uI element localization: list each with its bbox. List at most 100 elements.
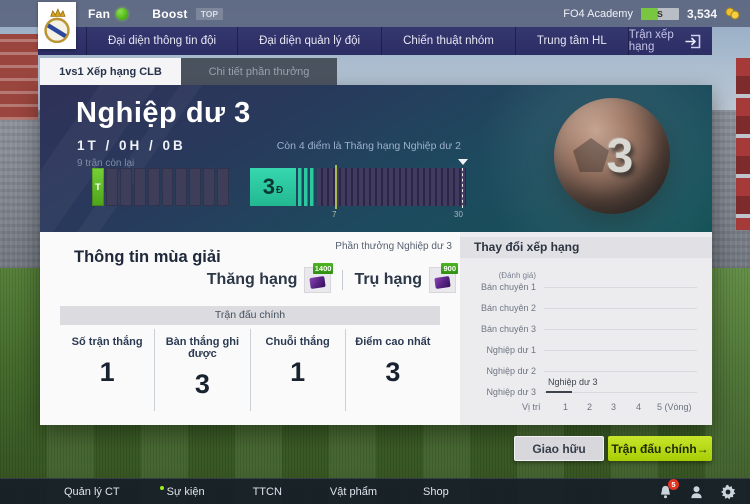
main-match-header: Trận đấu chính xyxy=(60,306,440,325)
rank-change-panel: Thay đổi xếp hạng (Đánh giá) Bán chuyên … xyxy=(460,232,712,425)
real-madrid-crest-icon xyxy=(44,7,70,43)
coin-icon xyxy=(725,7,740,20)
stat-value: 3 xyxy=(194,369,210,399)
season-info-panel: Thông tin mùa giải Phần thưởng Nghiệp dư… xyxy=(40,232,460,425)
empty-segment xyxy=(133,168,146,206)
rank-points-progress-bar: 3 Đ 7 30 xyxy=(250,159,468,219)
stat-value: 1 xyxy=(290,357,306,387)
y-axis-label: Bán chuyên 1 xyxy=(480,282,536,292)
ranking-card: Nghiệp dư 3 1T / 0H / 0B 9 trận còn lại … xyxy=(40,85,712,425)
stat-value: 3 xyxy=(385,357,401,387)
main-nav-bar: Đại diện thông tin đội Đại diện quản lý … xyxy=(38,27,712,55)
notification-count-badge: 5 xyxy=(668,478,679,490)
hero-streak-decor xyxy=(40,85,171,232)
match-result-bar: T xyxy=(92,168,230,206)
enter-arrow-icon xyxy=(684,32,703,51)
bottom-item-items[interactable]: Vật phẩm xyxy=(329,485,377,498)
threshold-tick-label: 7 xyxy=(332,210,337,219)
ball-pentagon-decor xyxy=(573,138,609,172)
empty-segment xyxy=(189,168,202,206)
y-axis-label: Bán chuyên 2 xyxy=(480,303,536,313)
bottom-nav-bar: Quản lý CT Sự kiện TTCN Vật phẩm Shop 5 xyxy=(0,478,750,504)
empty-segment xyxy=(217,168,230,206)
x-axis-label: 4 xyxy=(636,402,642,412)
main-match-button[interactable]: Trận đấu chính→ xyxy=(608,436,712,461)
bottom-item-transfer-market[interactable]: TTCN xyxy=(252,485,282,498)
stat-wins: Số trận thắng 1 xyxy=(60,329,154,411)
bottom-item-events-label: Sự kiện xyxy=(166,485,205,498)
chart-gridline xyxy=(544,350,697,351)
points-stripes xyxy=(298,168,315,206)
win-segment: T xyxy=(92,168,104,206)
stay-reward-value: 900 xyxy=(441,263,458,274)
stat-value: 1 xyxy=(99,357,115,387)
stadium-building-background xyxy=(0,34,38,120)
nav-item-team-management[interactable]: Đại diện quản lý đội xyxy=(238,27,383,55)
friendly-match-button[interactable]: Giao hữu xyxy=(514,436,604,461)
currency-area: FO4 Academy S 3,534 xyxy=(563,7,750,21)
academy-label[interactable]: FO4 Academy xyxy=(563,7,633,20)
stat-highest-points: Điểm cao nhất 3 xyxy=(344,329,440,411)
y-axis-label: Nghiệp dư 1 xyxy=(486,345,536,355)
nav-item-team-info[interactable]: Đại diện thông tin đội xyxy=(86,27,239,55)
empty-segment xyxy=(119,168,132,206)
nav-item-training-center[interactable]: Trung tâm HL xyxy=(516,27,629,55)
points-value: 3 xyxy=(262,174,275,199)
x-axis-label: Vị trí xyxy=(522,402,541,412)
y-axis-label: Bán chuyên 3 xyxy=(480,324,536,334)
settings-gear-icon[interactable] xyxy=(720,484,736,500)
bar-end-marker xyxy=(458,159,468,208)
promotion-hint: Còn 4 điểm là Thăng hạng Nghiệp dư 2 xyxy=(276,140,461,152)
nav-item-squad-tactics[interactable]: Chiến thuật nhóm xyxy=(382,27,516,55)
bottom-item-events[interactable]: Sự kiện xyxy=(159,485,205,498)
stadium-flag-banner xyxy=(736,58,750,230)
points-unit: Đ xyxy=(276,184,284,196)
rank-title: Nghiệp dư 3 xyxy=(76,97,251,129)
current-rank-label: Nghiệp dư 3 xyxy=(548,377,598,387)
x-axis-label: 5 (Vòng) xyxy=(657,402,692,412)
stat-label: Số trận thắng xyxy=(71,336,143,348)
stay-reward-item-icon[interactable]: 900 xyxy=(429,263,458,293)
tab-1vs1-club-ranking[interactable]: 1vs1 Xếp hạng CLB xyxy=(40,58,181,85)
stat-goals: Bàn thắng ghi được 3 xyxy=(154,329,249,411)
bar-end-label: 30 xyxy=(454,210,463,219)
win-draw-loss-record: 1T / 0H / 0B xyxy=(77,138,186,153)
bottom-item-manager[interactable]: Quản lý CT xyxy=(64,485,120,498)
coin-balance: 3,534 xyxy=(686,6,717,21)
top-status-bar: Fan Boost TOP FO4 Academy S 3,534 xyxy=(0,0,750,27)
fan-label[interactable]: Fan xyxy=(88,6,111,21)
tab-reward-details[interactable]: Chi tiết phần thưởng xyxy=(181,58,337,85)
nav-current-ranked-match[interactable]: Trận xếp hạng xyxy=(629,29,712,53)
stat-label: Bàn thắng ghi được xyxy=(165,336,240,360)
promotion-reward-item-icon[interactable]: 1400 xyxy=(304,263,334,293)
academy-grade-letter: S xyxy=(657,8,663,19)
remaining-stripes xyxy=(317,168,466,206)
reward-gem-icon xyxy=(309,276,327,289)
profile-person-icon[interactable] xyxy=(689,484,704,500)
reward-caption: Phần thưởng Nghiệp dư 3 xyxy=(335,241,452,252)
x-axis-label: 2 xyxy=(587,402,593,412)
bronze-rank-ball: 3 xyxy=(554,98,670,214)
club-crest-logo[interactable] xyxy=(38,2,76,49)
event-notification-dot xyxy=(159,485,164,490)
empty-segment xyxy=(203,168,216,206)
rank-hero-section: Nghiệp dư 3 1T / 0H / 0B 9 trận còn lại … xyxy=(40,85,712,232)
promotion-reward-value: 1400 xyxy=(312,263,334,274)
bottom-icon-group: 5 xyxy=(658,478,750,500)
empty-segment xyxy=(161,168,174,206)
chart-gridline xyxy=(544,392,697,393)
matches-remaining: 9 trận còn lại xyxy=(77,158,135,169)
points-block: 3 Đ xyxy=(250,168,296,206)
rewards-row: Thăng hạng 1400 Trụ hạng 900 xyxy=(207,263,458,295)
chart-gridline xyxy=(544,308,697,309)
empty-segment xyxy=(175,168,188,206)
reward-gem-icon xyxy=(434,276,451,289)
boost-top-badge: TOP xyxy=(195,7,224,20)
fan-icon xyxy=(116,7,129,20)
boost-label[interactable]: Boost xyxy=(152,6,188,21)
bottom-item-shop[interactable]: Shop xyxy=(423,485,449,498)
rank-ball-number: 3 xyxy=(606,129,634,183)
card-content: Thông tin mùa giải Phần thưởng Nghiệp dư… xyxy=(40,232,712,425)
nav-current-label: Trận xếp hạng xyxy=(628,29,674,53)
notification-bell-icon[interactable]: 5 xyxy=(658,478,679,500)
